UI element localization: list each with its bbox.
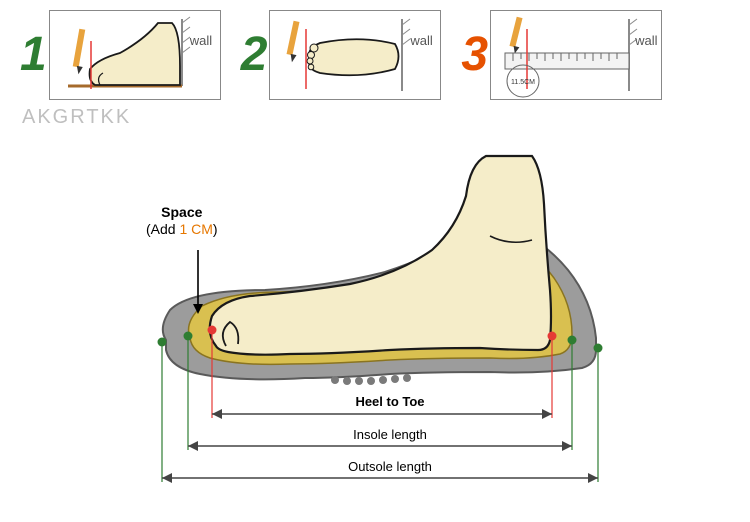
step-2-wall-label: wall [410,33,432,48]
step-1-box: wall [49,10,221,100]
label-heel-to-toe: Heel to Toe [130,394,650,409]
step-3: 3 [461,10,662,100]
step-2: 2 wall [241,10,442,100]
step-1-number: 1 [20,31,47,79]
measurement-steps: 1 wall 2 [0,0,750,100]
step-1-wall-label: wall [190,33,212,48]
space-sub-suffix: ) [213,221,218,237]
step-3-illustration: 11.5CM [491,11,663,101]
label-insole-length: Insole length [130,427,650,442]
step-1-illustration [50,11,222,101]
step-1: 1 wall [20,10,221,100]
step-2-number: 2 [241,31,268,79]
step-3-value: 11.5CM [511,79,535,86]
step-2-box: wall [269,10,441,100]
space-sub-prefix: (Add [146,221,179,237]
label-outsole-length: Outsole length [130,459,650,474]
step-3-box: 11.5CM wall [490,10,662,100]
step-3-number: 3 [461,31,488,79]
step-3-wall-label: wall [635,33,657,48]
shoe-diagram: Space (Add 1 CM) [130,150,650,510]
space-annotation: Space (Add 1 CM) [146,204,218,238]
watermark-text: AKGRTKK [0,100,750,129]
step-2-illustration [270,11,442,101]
space-value: 1 CM [179,221,212,237]
foot-shape [210,156,551,355]
space-title: Space [161,204,202,220]
